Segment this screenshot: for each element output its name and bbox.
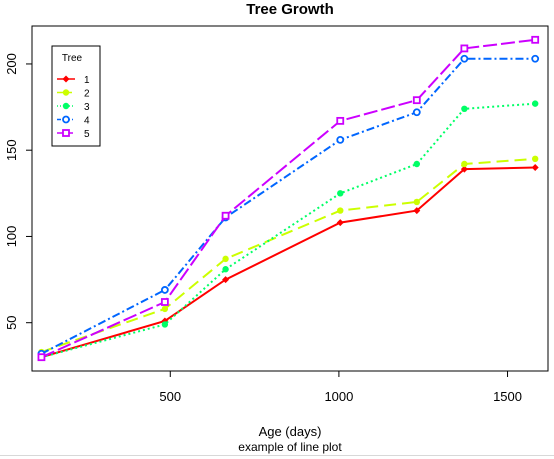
series-group — [37, 35, 540, 362]
data-point — [412, 108, 421, 117]
legend-label-5: 5 — [84, 129, 90, 140]
data-point — [460, 54, 469, 63]
data-point — [460, 165, 468, 173]
data-point — [336, 219, 344, 227]
data-point — [531, 155, 539, 163]
data-point — [413, 207, 421, 215]
series-line-1 — [41, 166, 536, 359]
data-point — [336, 135, 345, 144]
y-tick-label: 50 — [4, 315, 19, 329]
y-tick-label: 100 — [4, 226, 19, 248]
x-axis-label: Age (days) — [259, 424, 322, 439]
x-tick-label: 500 — [159, 389, 181, 404]
series-3 — [38, 100, 539, 361]
series-1 — [37, 163, 539, 361]
data-point — [222, 266, 229, 273]
x-tick-label: 1000 — [324, 389, 353, 404]
data-point — [337, 207, 344, 214]
axes: 500 1000 1500 50 100 150 200 — [4, 25, 549, 404]
legend-marker-3 — [62, 102, 70, 110]
data-point — [160, 298, 169, 306]
bottom-divider — [0, 455, 554, 456]
y-tick-label: 150 — [4, 139, 19, 161]
data-point — [222, 255, 229, 263]
data-point — [413, 198, 421, 206]
data-point — [336, 116, 345, 125]
data-point — [531, 35, 540, 44]
series-5 — [37, 35, 540, 362]
series-line-3 — [41, 102, 536, 359]
data-point — [161, 321, 169, 328]
series-line-5 — [41, 38, 536, 359]
data-point — [160, 286, 169, 294]
data-point — [337, 190, 344, 197]
data-point — [221, 211, 230, 220]
plot-frame — [31, 25, 549, 372]
data-point — [460, 44, 469, 53]
data-point — [461, 160, 468, 168]
x-tick-label: 1500 — [493, 389, 522, 404]
legend-label-2: 2 — [84, 89, 90, 100]
data-point — [37, 353, 46, 362]
legend-label-4: 4 — [84, 116, 90, 127]
chart-subtitle: example of line plot — [238, 440, 342, 454]
legend-marker-1 — [62, 75, 70, 83]
legend-box — [51, 45, 101, 147]
data-point — [531, 54, 540, 63]
chart-title: Tree Growth — [246, 1, 334, 18]
data-point — [222, 276, 230, 284]
series-line-4 — [40, 57, 536, 355]
legend-label-3: 3 — [84, 102, 90, 113]
legend-label-1: 1 — [84, 75, 90, 86]
data-point — [461, 105, 468, 113]
legend-marker-4 — [62, 115, 70, 124]
legend-marker-2 — [62, 89, 70, 96]
data-point — [161, 305, 169, 313]
series-4 — [37, 54, 540, 358]
data-point — [412, 96, 421, 105]
y-tick-label: 200 — [4, 53, 19, 75]
data-point — [413, 160, 421, 168]
data-point — [531, 100, 539, 107]
legend-title: Tree — [62, 53, 83, 64]
legend-marker-5 — [62, 129, 70, 137]
data-point — [531, 163, 539, 171]
